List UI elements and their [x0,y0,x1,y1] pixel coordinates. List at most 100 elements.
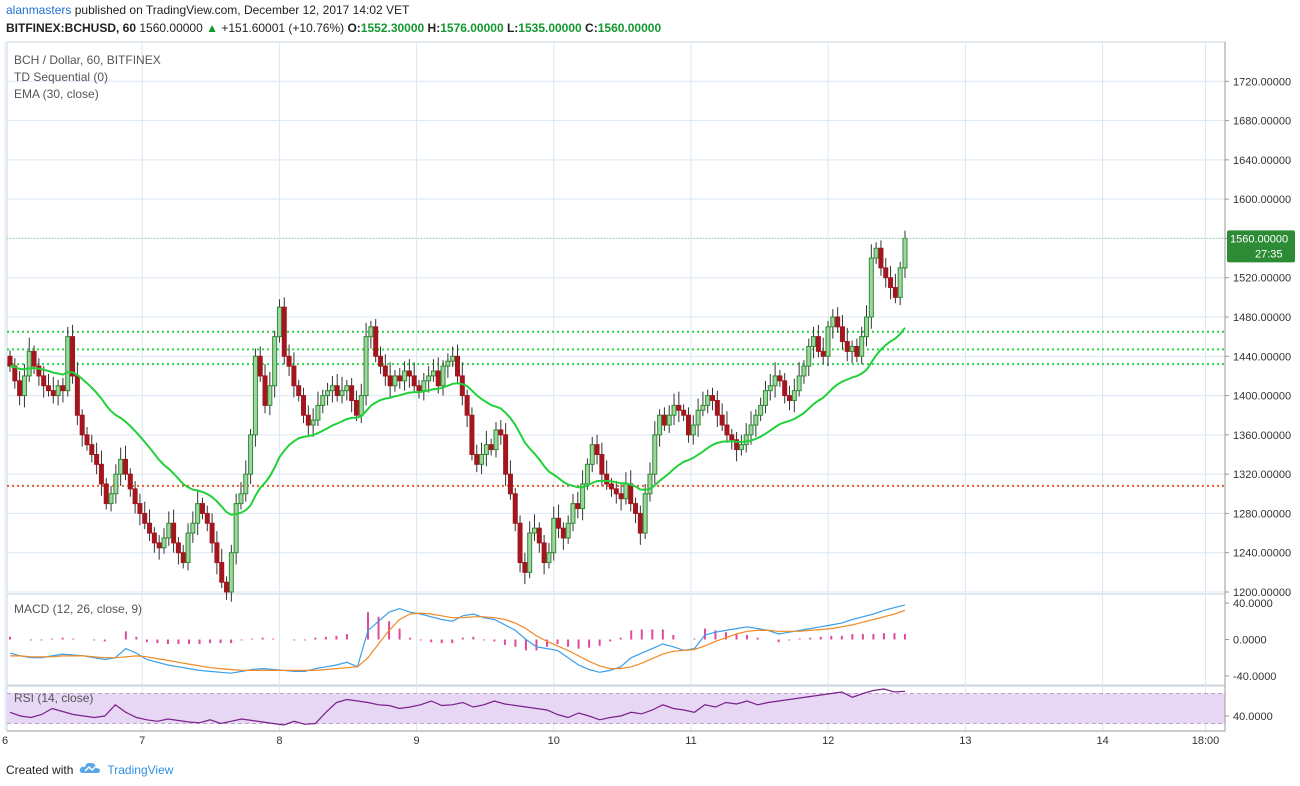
candle-up [426,375,432,382]
candle-up [830,316,836,328]
candle-up [248,434,254,475]
candle-up [402,370,408,382]
price-tick-label: 1440.00000 [1233,351,1291,363]
candle-down [171,522,177,544]
candle-up [238,493,244,505]
candle-down [224,581,230,593]
candle-up [243,473,249,495]
candle-down [710,395,716,401]
time-tick-label: 9 [414,735,420,747]
candle-down [604,473,610,485]
candle-up [623,483,629,500]
rsi-pane [7,688,1225,726]
last-price: 1560.00000 [139,21,203,35]
candle-down [132,488,138,505]
price-tick-label: 1400.00000 [1233,391,1291,403]
price-tick-label: 1600.00000 [1233,194,1291,206]
candle-down [628,483,634,505]
candle-up [368,326,374,338]
candle-up [228,552,234,593]
rsi-legend: RSI (14, close) [14,691,94,705]
candle-up [859,336,865,357]
candle-down [815,336,821,352]
candle-up [902,237,908,269]
candle-up [108,493,114,505]
ema-legend: EMA (30, close) [14,87,99,101]
signal-line [10,609,906,671]
candle-up [445,360,451,367]
candle-up [26,350,32,377]
candle-down [512,493,518,524]
candle-up [276,306,282,338]
candle-up [868,257,874,318]
candle-down [397,375,403,382]
candle-up [806,345,812,367]
candle-up [570,503,576,524]
candle-down [70,336,76,377]
candle-down [883,267,889,279]
candle-down [474,454,480,465]
candle-down [633,503,639,514]
macd-tick-label: 0.0000 [1233,635,1267,647]
candle-down [782,380,788,397]
candle-up [580,483,586,510]
symbol-label: BITFINEX:BCHUSD, 60 [6,21,137,35]
candle-up [666,414,672,426]
candle-up [440,365,446,387]
tradingview-cloud-icon [79,761,101,778]
candle-up [479,454,485,465]
high-label: H: [427,21,441,35]
candle-down [204,512,210,524]
candle-down [839,326,845,343]
candle-down [724,424,730,436]
candle-up [642,493,648,534]
tradingview-link[interactable]: TradingView [107,762,174,777]
candle-down [219,562,225,583]
candle-up [762,390,768,406]
close-label: C: [585,21,598,35]
candle-down [60,385,66,392]
candle-up [897,267,903,298]
candle-up [363,336,369,397]
candle-down [387,375,393,387]
candle-down [575,503,581,510]
candle-down [608,483,614,490]
candle-down [455,355,460,377]
macd-line [9,604,906,674]
candle-down [209,522,215,544]
candle-up [531,527,537,534]
rsi-band [7,693,1225,724]
price-tick-label: 1520.00000 [1233,273,1291,285]
macd-pane [9,604,906,674]
candle-down [507,473,513,495]
candle-up [483,444,489,455]
candle-down [74,375,80,416]
low-label: L: [506,21,519,35]
candle-down [122,458,128,475]
candle-down [503,434,509,475]
ema-30-line [9,327,906,516]
candle-up [551,517,557,554]
author-link[interactable]: alanmasters [6,3,72,17]
candle-down [599,454,605,475]
candle-down [305,414,311,426]
candle-down [888,277,894,289]
candle-down [334,385,340,397]
candles [7,230,908,602]
time-tick-label: 7 [139,735,145,747]
candle-up [767,385,773,392]
price-tick-label: 1240.00000 [1233,548,1291,560]
candle-up [791,390,797,401]
price-tick-label: 1360.00000 [1233,430,1291,442]
candle-up [339,390,345,397]
candle-down [257,355,263,377]
open-value: 1552.30000 [360,21,425,35]
candle-down [349,385,355,401]
candle-down [89,444,95,455]
price-axis: 1200.00000 1240.00000 1280.00000 1320.00000… [1224,42,1291,731]
candle-down [676,404,682,411]
candle-up [315,404,321,421]
candle-up [421,380,427,392]
candle-down [892,287,898,298]
